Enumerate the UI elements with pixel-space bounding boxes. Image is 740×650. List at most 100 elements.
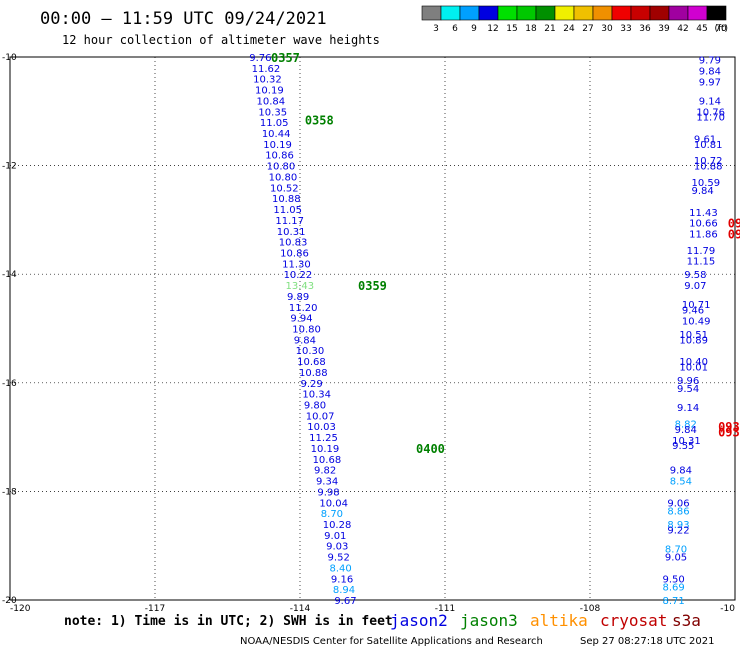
color-bin (440, 5, 461, 21)
graticule (10, 57, 735, 600)
satellite-legend-item: altika (530, 611, 588, 630)
color-bin-label: 30 (601, 24, 613, 34)
color-bin (611, 5, 632, 21)
wave-height-value: 10.88 (299, 368, 328, 379)
color-bin-label: 9 (471, 24, 477, 34)
lon-tick-label: -120 (10, 604, 31, 614)
satellite-legend-item: s3a (672, 611, 701, 630)
wave-height-value: 10.34 (302, 390, 331, 401)
color-scale-legend: 3 6 9 12 15 18 21 24 27 30 33 36 39 42 45 70(ft) (421, 5, 728, 34)
wave-height-value: 10.84 (257, 96, 286, 107)
latitude-ticks: -10 -12 -14 -16 -18 -20 (2, 53, 17, 606)
wave-height-value: 11.17 (275, 216, 304, 227)
color-bin (649, 5, 670, 21)
wave-height-value: 9.01 (324, 531, 346, 542)
lon-tick-label: -117 (145, 604, 165, 614)
wave-height-value: 8.94 (333, 585, 355, 596)
wave-height-value: 9.50 (663, 574, 685, 585)
wave-height-value: 9.84 (294, 335, 316, 346)
wave-height-value: 8.70 (665, 544, 687, 555)
pass-time-label: 0400 (416, 442, 445, 456)
wave-height-value: 9.03 (326, 542, 348, 553)
wave-height-value: 10.35 (258, 107, 287, 118)
pass-time-label: 0933 (728, 217, 740, 231)
wave-height-value: 10.22 (284, 270, 313, 281)
wave-height-value: 11.20 (289, 303, 318, 314)
satellite-legend-item: cryosat (600, 611, 667, 630)
pass-time-label: 0359 (358, 279, 387, 293)
wave-height-value: 9.67 (334, 596, 356, 607)
footer-note: note: 1) Time is in UTC; 2) SWH is in fe… (64, 614, 393, 629)
color-bin-label: 39 (658, 24, 670, 34)
color-bin (421, 5, 442, 21)
lon-tick-label: -10 (720, 604, 735, 614)
wave-height-value: 9.54 (677, 384, 699, 395)
wave-height-value: 10.80 (269, 172, 298, 183)
wave-height-value: 10.01 (679, 363, 708, 374)
wave-height-value: 10.19 (255, 86, 284, 97)
wave-height-value: 8.71 (663, 596, 685, 607)
wave-height-value: 10.31 (277, 227, 306, 238)
lat-tick-label: -10 (2, 53, 17, 63)
page-title: 00:00 – 11:59 UTC 09/24/2021 (40, 9, 327, 29)
wave-height-value: 11.70 (696, 113, 725, 124)
wave-height-value: 11.05 (260, 118, 289, 129)
lon-tick-label: -108 (580, 604, 601, 614)
lat-tick-label: -14 (2, 270, 17, 280)
lat-tick-label: -16 (2, 379, 17, 389)
wave-height-value: 8.86 (667, 506, 689, 517)
wave-height-value: 10.81 (694, 140, 723, 151)
footer-credit: NOAA/NESDIS Center for Satellite Applica… (240, 636, 543, 647)
wave-height-value: 8.82 (675, 420, 697, 431)
wave-height-value: 10.72 (694, 156, 723, 167)
wave-height-value: 10.88 (272, 194, 301, 205)
wave-height-value: 11.25 (309, 433, 338, 444)
pass-time-label: 0934 (718, 420, 740, 434)
wave-height-value: 8.69 (663, 582, 685, 593)
wave-height-value: 9.55 (672, 441, 694, 452)
satellite-legend-item: jason2 (390, 611, 448, 630)
satellite-legend-item: jason3 (460, 611, 518, 630)
wave-height-value: 9.96 (677, 376, 699, 387)
longitude-ticks: -120 -117 -114 -111 -108 -10 (10, 604, 735, 614)
track-west-values: 9.7611.6210.3210.1910.8410.3511.0510.441… (249, 53, 356, 607)
wave-height-value: 10.83 (279, 238, 308, 249)
wave-height-value: 10.66 (689, 219, 718, 230)
wave-height-value: 10.71 (682, 300, 711, 311)
wave-height-value: 10.40 (679, 357, 708, 368)
lat-tick-label: -20 (2, 596, 17, 606)
wave-height-value: 13.43 (286, 281, 315, 292)
wave-height-value: 10.04 (319, 498, 348, 509)
wave-height-value: 9.80 (304, 401, 326, 412)
wave-height-value: 9.52 (328, 553, 350, 564)
wave-height-value: 9.89 (287, 292, 309, 303)
color-bin-label: 15 (506, 24, 517, 34)
color-bin-label: 21 (544, 24, 555, 34)
wave-height-value: 10.88 (694, 162, 723, 173)
wave-height-value: 11.15 (687, 257, 716, 268)
color-bin (497, 5, 518, 21)
wave-height-value: 10.52 (270, 183, 299, 194)
wave-height-value: 9.16 (331, 574, 353, 585)
color-bin-label: 27 (582, 24, 593, 34)
color-bin (478, 5, 499, 21)
color-bin (630, 5, 651, 21)
color-bin (668, 5, 689, 21)
wave-height-value: 10.68 (297, 357, 326, 368)
wave-height-value: 9.79 (699, 56, 721, 67)
wave-height-value: 9.05 (665, 553, 687, 564)
wave-height-value: 9.14 (677, 403, 699, 414)
wave-height-value: 10.76 (696, 107, 725, 118)
lat-tick-label: -18 (2, 487, 17, 497)
wave-height-value: 11.05 (273, 205, 302, 216)
color-bin-label: 18 (525, 24, 537, 34)
color-bin (535, 5, 556, 21)
wave-height-value: 9.84 (670, 466, 692, 477)
color-bin-label: 24 (563, 24, 575, 34)
pass-time-labels: 0357035803590400093209320932093309330934… (271, 51, 740, 456)
wave-height-value: 10.89 (679, 335, 708, 346)
wave-height-value: 10.28 (323, 520, 352, 531)
color-bin (516, 5, 537, 21)
lon-tick-label: -114 (290, 604, 311, 614)
